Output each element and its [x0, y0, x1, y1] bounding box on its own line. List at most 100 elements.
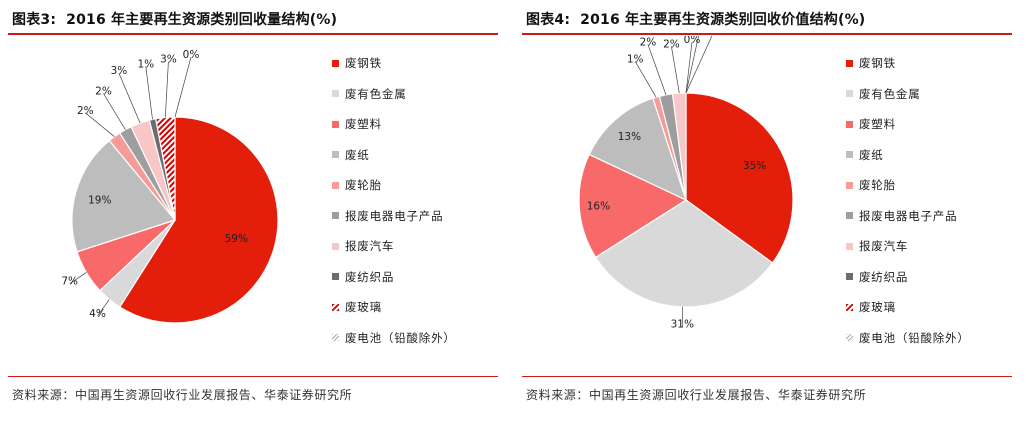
- legend-swatch: [846, 273, 853, 281]
- leader-line: [103, 93, 126, 130]
- legend-item: 废玻璃: [332, 292, 456, 323]
- legend-item: 废纺织品: [846, 262, 970, 293]
- legend-swatch: [846, 120, 853, 128]
- pie-chart-volume: 59% 4% 7% 19% 2%2% 3% 1% 3% 0%: [61, 49, 279, 324]
- legend-item: 废塑料: [846, 109, 970, 140]
- data-label: 7%: [61, 276, 78, 288]
- legend-item: 废玻璃: [846, 292, 970, 323]
- legend-swatch: [846, 242, 853, 250]
- chart-legend: 废钢铁 废有色金属 废塑料废纸废轮胎报废电器电子产品报废汽车废纺织品废玻璃废电池（铅…: [332, 48, 456, 353]
- pie-slice-0: [118, 116, 279, 324]
- title-divider: [522, 33, 1012, 35]
- legend-swatch: [332, 90, 339, 98]
- legend-swatch: [332, 59, 339, 67]
- legend-label: 废轮胎: [345, 178, 382, 193]
- data-label: 2%: [95, 86, 112, 98]
- legend-label: 报废汽车: [345, 239, 395, 254]
- legend-item: 报废电器电子产品: [332, 201, 456, 232]
- legend-label: 废有色金属: [859, 86, 921, 101]
- data-label: 2%: [640, 36, 657, 48]
- data-label: 1%: [627, 53, 644, 65]
- legend-swatch: [332, 303, 339, 311]
- source-divider: [522, 376, 1012, 377]
- legend-swatch: [332, 334, 339, 342]
- data-label: 4%: [89, 308, 106, 320]
- data-label: 1%: [137, 58, 154, 70]
- data-label: 35%: [743, 160, 766, 172]
- legend-swatch: [332, 212, 339, 220]
- pie-slice-1: [594, 199, 774, 308]
- legend-item: 废电池（铅酸除外）: [332, 323, 456, 354]
- legend-item: 废有色金属: [846, 79, 970, 110]
- legend-swatch: [332, 120, 339, 128]
- figure-title-text: 2016 年主要再生资源类别回收量结构(%): [66, 12, 338, 28]
- leader-line: [85, 112, 115, 137]
- legend-label: 废轮胎: [859, 178, 896, 193]
- leader-line: [685, 36, 713, 94]
- leader-line: [164, 61, 169, 118]
- legend-item: 废钢铁: [332, 48, 456, 79]
- leader-line: [174, 57, 192, 118]
- legend-item: 报废电器电子产品: [846, 201, 970, 232]
- legend-item: 废电池（铅酸除外）: [846, 323, 970, 354]
- legend-label: 废纺织品: [859, 269, 909, 284]
- legend-label: 废玻璃: [859, 300, 896, 315]
- legend-item: 废有色金属: [332, 79, 456, 110]
- legend-item: 废纸: [332, 140, 456, 171]
- legend-label: 废电池（铅酸除外）: [345, 330, 456, 345]
- chart-panel-volume: 图表3: 2016 年主要再生资源类别回收量结构(%) 59% 4% 7% 19% 2% 2…: [8, 0, 498, 431]
- leader-line: [671, 46, 680, 94]
- legend-swatch: [332, 151, 339, 159]
- data-label: 3%: [111, 65, 128, 77]
- legend-item: 废纺织品: [332, 262, 456, 293]
- source-divider: [8, 376, 498, 377]
- source-note: 资料来源：中国再生资源回收行业发展报告、华泰证券研究所: [526, 388, 867, 402]
- pie-slice-6: [671, 92, 687, 201]
- legend-label: 废钢铁: [859, 56, 896, 71]
- legend-label: 废电池（铅酸除外）: [859, 330, 970, 345]
- leader-line: [634, 61, 657, 98]
- legend-label: 废塑料: [859, 117, 896, 132]
- legend-item: 废钢铁: [846, 48, 970, 79]
- pie-slice-0: [685, 92, 794, 264]
- legend-swatch: [846, 212, 853, 220]
- data-label: 19%: [88, 194, 111, 206]
- leader-line: [145, 66, 153, 120]
- data-label: 2%: [77, 105, 94, 117]
- figure-title-text: 2016 年主要再生资源类别回收价值结构(%): [580, 12, 866, 28]
- figure-label: 图表3:: [12, 12, 57, 28]
- data-label: 2%: [663, 38, 680, 50]
- title-divider: [8, 33, 498, 35]
- legend-label: 报废汽车: [859, 239, 909, 254]
- legend-label: 废纸: [345, 147, 370, 162]
- legend-swatch: [846, 59, 853, 67]
- source-note: 资料来源：中国再生资源回收行业发展报告、华泰证券研究所: [12, 388, 353, 402]
- legend-swatch: [332, 273, 339, 281]
- legend-label: 报废电器电子产品: [859, 208, 958, 223]
- data-label: 0%: [183, 49, 200, 61]
- pie-slice-3: [71, 139, 177, 253]
- legend-swatch: [846, 181, 853, 189]
- leader-line: [69, 272, 87, 284]
- legend-item: 废塑料: [332, 109, 456, 140]
- legend-item: 废轮胎: [846, 170, 970, 201]
- legend-swatch: [332, 242, 339, 250]
- figure-label: 图表4:: [526, 12, 571, 28]
- leader-line: [118, 72, 141, 124]
- legend-label: 废纺织品: [345, 269, 395, 284]
- legend-item: 废纸: [846, 140, 970, 171]
- leader-line: [685, 41, 693, 94]
- data-label: 13%: [618, 131, 641, 143]
- pie-chart-value: 35%31%16%13%1%2%2%0%0%0%: [578, 36, 794, 331]
- figure-title: 图表3: 2016 年主要再生资源类别回收量结构(%): [12, 9, 337, 29]
- legend-item: 报废汽车: [846, 231, 970, 262]
- data-label: 16%: [587, 201, 610, 213]
- leader-line: [647, 44, 667, 96]
- pie-slice-3: [588, 97, 687, 202]
- legend-swatch: [332, 181, 339, 189]
- legend-item: 报废汽车: [332, 231, 456, 262]
- legend-swatch: [846, 303, 853, 311]
- legend-swatch: [846, 90, 853, 98]
- legend-swatch: [846, 151, 853, 159]
- leader-line: [97, 299, 110, 317]
